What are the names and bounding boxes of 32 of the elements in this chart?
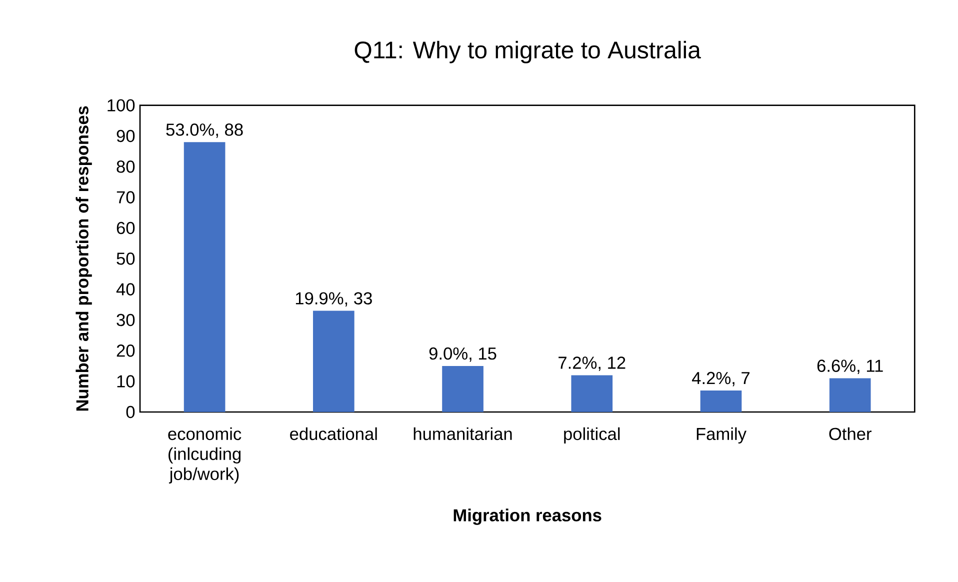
- y-tick-label: 60: [116, 222, 135, 234]
- y-tick-label: 80: [116, 160, 135, 173]
- x-tick-label: humanitarian: [414, 427, 512, 440]
- data-label: 6.6%, 11: [817, 360, 883, 374]
- y-tick-label: 100: [108, 99, 135, 112]
- y-tick-label: 50: [116, 252, 135, 265]
- y-tick-label: 0: [126, 406, 135, 418]
- bar: [442, 366, 484, 412]
- x-tick-label: economic (inlcuding job/work): [168, 427, 242, 484]
- y-tick-label: 90: [116, 130, 135, 142]
- y-tick-label: 70: [116, 191, 135, 204]
- x-tick-label: Family: [696, 427, 746, 444]
- data-label: 9.0%, 15: [429, 347, 496, 362]
- data-label: 19.9%, 33: [296, 292, 372, 307]
- chart-title: Q11: Why to migrate to Australia: [354, 40, 701, 64]
- x-axis-title: Migration reasons: [454, 508, 602, 525]
- bar: [571, 375, 613, 412]
- data-label: 4.2%, 7: [692, 372, 750, 386]
- bar: [700, 390, 742, 412]
- x-tick-label: educational: [290, 427, 377, 440]
- y-axis-title: Number and proportion of responses: [76, 106, 92, 411]
- bar: [313, 310, 354, 412]
- data-label: 7.2%, 12: [558, 356, 626, 371]
- bar: [829, 378, 871, 412]
- y-tick-label: 10: [117, 375, 135, 388]
- y-tick-label: 30: [116, 314, 135, 326]
- y-tick-label: 20: [116, 344, 135, 357]
- x-tick-label: Other: [829, 427, 872, 440]
- y-tick-label: 40: [116, 283, 135, 296]
- bar: [184, 142, 226, 412]
- data-label: 53.0%, 88: [166, 124, 243, 138]
- x-tick-label: political: [564, 427, 620, 444]
